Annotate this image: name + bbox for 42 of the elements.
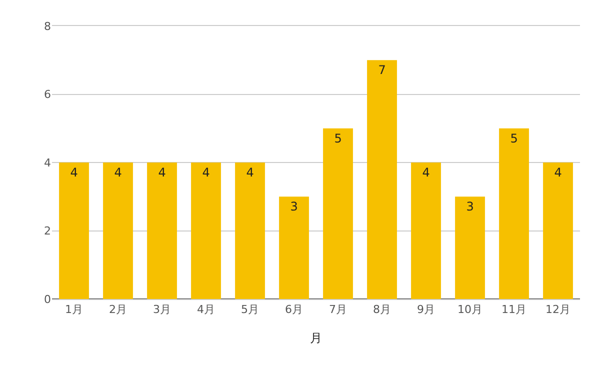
bar bbox=[103, 162, 133, 299]
y-tick-label: 0 bbox=[44, 292, 51, 306]
x-tick-label: 1月 bbox=[65, 303, 83, 316]
bar bbox=[147, 162, 177, 299]
bar bbox=[235, 162, 265, 299]
bar bbox=[367, 60, 397, 299]
y-tick-label: 8 bbox=[44, 20, 51, 33]
x-tick-label: 11月 bbox=[502, 303, 526, 316]
x-tick-label: 6月 bbox=[285, 303, 303, 316]
y-tick-label: 6 bbox=[44, 88, 51, 102]
x-tick-label: 4月 bbox=[197, 303, 215, 316]
data-label: 4 bbox=[422, 166, 430, 180]
x-tick-label: 2月 bbox=[109, 303, 127, 316]
bar bbox=[543, 162, 573, 299]
bar bbox=[59, 162, 89, 299]
data-label: 4 bbox=[114, 166, 122, 180]
x-tick-label: 12月 bbox=[546, 303, 570, 316]
y-tick-label: 4 bbox=[44, 156, 51, 170]
data-label: 4 bbox=[202, 166, 210, 180]
x-axis-title: 月 bbox=[310, 331, 322, 346]
data-label: 4 bbox=[70, 166, 78, 180]
data-label: 7 bbox=[378, 63, 386, 78]
data-label: 4 bbox=[158, 166, 166, 180]
data-label: 4 bbox=[246, 166, 254, 180]
bar bbox=[499, 128, 529, 299]
data-label: 4 bbox=[554, 166, 562, 180]
bar bbox=[323, 128, 353, 299]
x-tick-label: 3月 bbox=[153, 303, 171, 316]
x-tick-label: 5月 bbox=[241, 303, 259, 316]
x-tick-label: 10月 bbox=[458, 303, 482, 316]
data-label: 3 bbox=[466, 200, 474, 214]
data-label: 3 bbox=[290, 200, 298, 214]
bar bbox=[279, 196, 309, 299]
x-tick-label: 7月 bbox=[329, 303, 347, 316]
data-label: 5 bbox=[510, 131, 518, 146]
bar bbox=[191, 162, 221, 299]
y-tick-label: 2 bbox=[44, 224, 51, 238]
x-tick-label: 9月 bbox=[417, 303, 435, 316]
bar bbox=[411, 162, 441, 299]
bar bbox=[455, 196, 485, 299]
x-tick-label: 8月 bbox=[373, 303, 391, 316]
data-label: 5 bbox=[334, 131, 342, 146]
